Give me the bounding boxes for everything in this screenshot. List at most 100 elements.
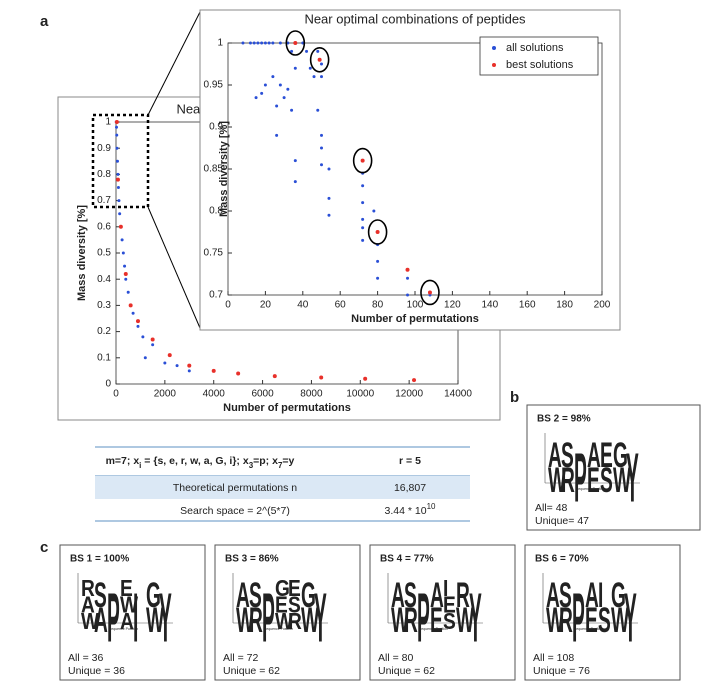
y-tick-label: 0.8 — [97, 169, 111, 180]
x-tick-label: 40 — [297, 300, 309, 311]
table-text: m=7; x — [106, 455, 140, 467]
x-tick-label: 200 — [594, 300, 611, 311]
logo-letter: W — [546, 600, 564, 640]
table-text: 7 — [278, 461, 283, 470]
logo-letter: W — [81, 608, 100, 634]
logo-letter: A — [548, 435, 562, 475]
logo-x-label: Sequence Position — [576, 487, 605, 491]
y-tick-label: 0.3 — [97, 300, 111, 311]
x-tick-label: 120 — [444, 300, 461, 311]
logo-letter: R — [288, 608, 302, 634]
y-tick-label: 0.2 — [97, 326, 111, 337]
scatter-point — [236, 371, 241, 376]
table-cell: r = 5 — [399, 455, 421, 467]
scatter-point — [124, 277, 128, 281]
y-tick-label: 0.7 — [209, 290, 223, 301]
logo-all: All = 80 — [378, 652, 413, 664]
scatter-point — [115, 146, 119, 150]
x-tick-label: 20 — [260, 300, 272, 311]
scatter-point — [361, 217, 365, 221]
logo-x-label: Sequence Position — [574, 627, 603, 631]
logo-letter: I — [443, 575, 448, 601]
scatter-point — [327, 213, 331, 217]
scatter-point — [293, 159, 297, 163]
scatter-point — [320, 75, 323, 79]
scatter-point — [406, 293, 410, 297]
logo-letter: E — [288, 575, 301, 601]
scatter-point — [405, 267, 410, 272]
scatter-point — [293, 180, 297, 184]
x-tick-label: 14000 — [444, 389, 472, 400]
zoom-connector — [147, 206, 201, 329]
logo-title: BS 1 = 100% — [70, 554, 129, 565]
logo-letter: S — [94, 575, 107, 615]
scatter-point — [116, 172, 120, 176]
logo-x-label: Sequence Position — [419, 627, 448, 631]
scatter-point — [123, 264, 127, 268]
highlight-ring — [352, 147, 373, 174]
logo-letter: E — [585, 600, 598, 640]
logo-x-label: Sequence Position — [264, 627, 293, 631]
logo-letter: E — [120, 575, 133, 601]
logo-letter: W — [146, 600, 164, 640]
scatter-point — [151, 343, 155, 347]
logo-all: All= 48 — [535, 502, 568, 514]
logo-title: BS 4 = 77% — [380, 554, 434, 565]
legend-box — [479, 36, 599, 76]
logo-all: All = 108 — [533, 652, 574, 664]
logo-letter: W — [613, 460, 631, 500]
logo-letter: A — [236, 575, 250, 615]
table-text: =y — [282, 455, 294, 467]
scatter-point — [290, 108, 294, 112]
legend-marker — [492, 46, 496, 50]
logo-all: All = 36 — [68, 652, 103, 664]
panel-label: a — [40, 13, 49, 30]
logo-panel — [524, 544, 681, 681]
y-tick-label: 0.4 — [97, 274, 111, 285]
logo-letter: P — [574, 439, 587, 517]
scatter-point — [118, 212, 122, 216]
scatter-point — [293, 66, 297, 70]
scatter-point — [320, 146, 323, 150]
x-axis-label: Number of permutations — [223, 402, 351, 414]
scatter-point — [118, 224, 123, 229]
logo-letter: G — [275, 575, 290, 601]
logo-letter: G — [611, 575, 626, 615]
scatter-point — [114, 125, 118, 129]
logo-letter: Y — [314, 579, 327, 657]
logo-letter: S — [600, 460, 613, 500]
logo-letter: Y — [159, 579, 172, 657]
scatter-point — [141, 335, 145, 339]
logo-letter: S — [443, 608, 456, 634]
scatter-point — [114, 120, 119, 124]
logo-letter: P — [262, 579, 275, 657]
scatter-point — [316, 49, 320, 53]
table-text: 3 — [249, 461, 254, 470]
x-tick-label: 60 — [335, 300, 347, 311]
scatter-point — [376, 276, 380, 280]
logo-letter: G — [146, 575, 161, 615]
logo-letter: Y — [626, 439, 639, 517]
x-tick-label: 100 — [407, 300, 424, 311]
table-text: Theoretical permutations n — [173, 482, 297, 494]
logo-unique: Unique = 36 — [68, 665, 125, 677]
scatter-point — [117, 199, 121, 203]
scatter-point — [317, 57, 322, 62]
logo-letter: R — [404, 600, 418, 640]
logo-letter: G — [613, 435, 628, 475]
scatter-point — [290, 49, 294, 53]
highlight-ring — [420, 279, 440, 306]
scatter-point — [327, 196, 331, 200]
x-tick-label: 0 — [113, 389, 119, 400]
scatter-point — [275, 133, 279, 137]
y-tick-label: 0.5 — [97, 248, 111, 259]
legend-marker — [492, 63, 496, 67]
scatter-point — [241, 41, 245, 45]
scatter-point — [116, 186, 120, 189]
scatter-point — [211, 368, 216, 373]
logo-letter: A — [391, 575, 405, 615]
logo-letter: P — [417, 579, 430, 657]
y-tick-label: 0.9 — [97, 143, 111, 154]
logo-panel — [59, 544, 206, 681]
logo-letter: A — [94, 600, 108, 640]
